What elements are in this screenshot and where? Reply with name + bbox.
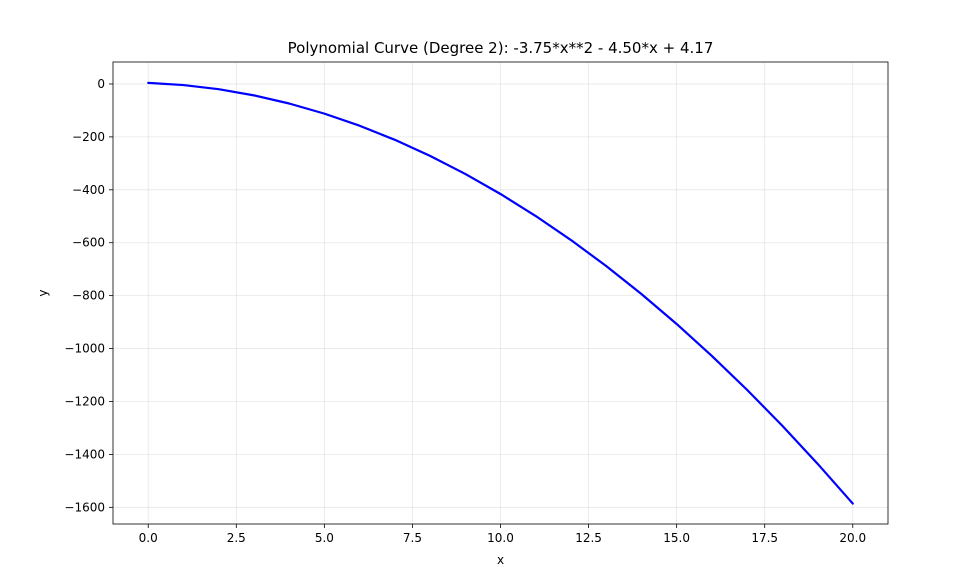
x-tick-label: 17.5 [751,531,778,545]
series-line [147,81,854,505]
y-tick-label: −600 [72,236,105,250]
y-tick-label: −800 [72,289,105,303]
x-axis-label: x [497,553,504,567]
y-tick-label: 0 [97,77,105,91]
y-tick-label: −1200 [64,394,105,408]
y-tick-label: −200 [72,130,105,144]
y-tick-label: −400 [72,183,105,197]
y-axis: 0 −200 −400 −600 −800 −1000 −1200 −1400 −1600 [64,77,113,514]
x-tick-label: 10.0 [487,531,514,545]
grid [113,62,888,524]
x-tick-label: 2.5 [227,531,246,545]
x-tick-label: 0.0 [139,531,158,545]
y-tick-label: −1600 [64,500,105,514]
chart-title: Polynomial Curve (Degree 2): -3.75*x**2 … [288,39,714,57]
x-tick-label: 5.0 [315,531,334,545]
y-tick-label: −1400 [64,447,105,461]
x-tick-label: 12.5 [575,531,602,545]
x-tick-label: 20.0 [839,531,866,545]
y-axis-label: y [36,289,50,296]
x-axis: 0.0 2.5 5.0 7.5 10.0 12.5 15.0 17.5 20.0 [139,524,866,545]
x-tick-label: 15.0 [663,531,690,545]
series-layer [147,81,854,505]
x-tick-label: 7.5 [403,531,422,545]
y-tick-label: −1000 [64,342,105,356]
